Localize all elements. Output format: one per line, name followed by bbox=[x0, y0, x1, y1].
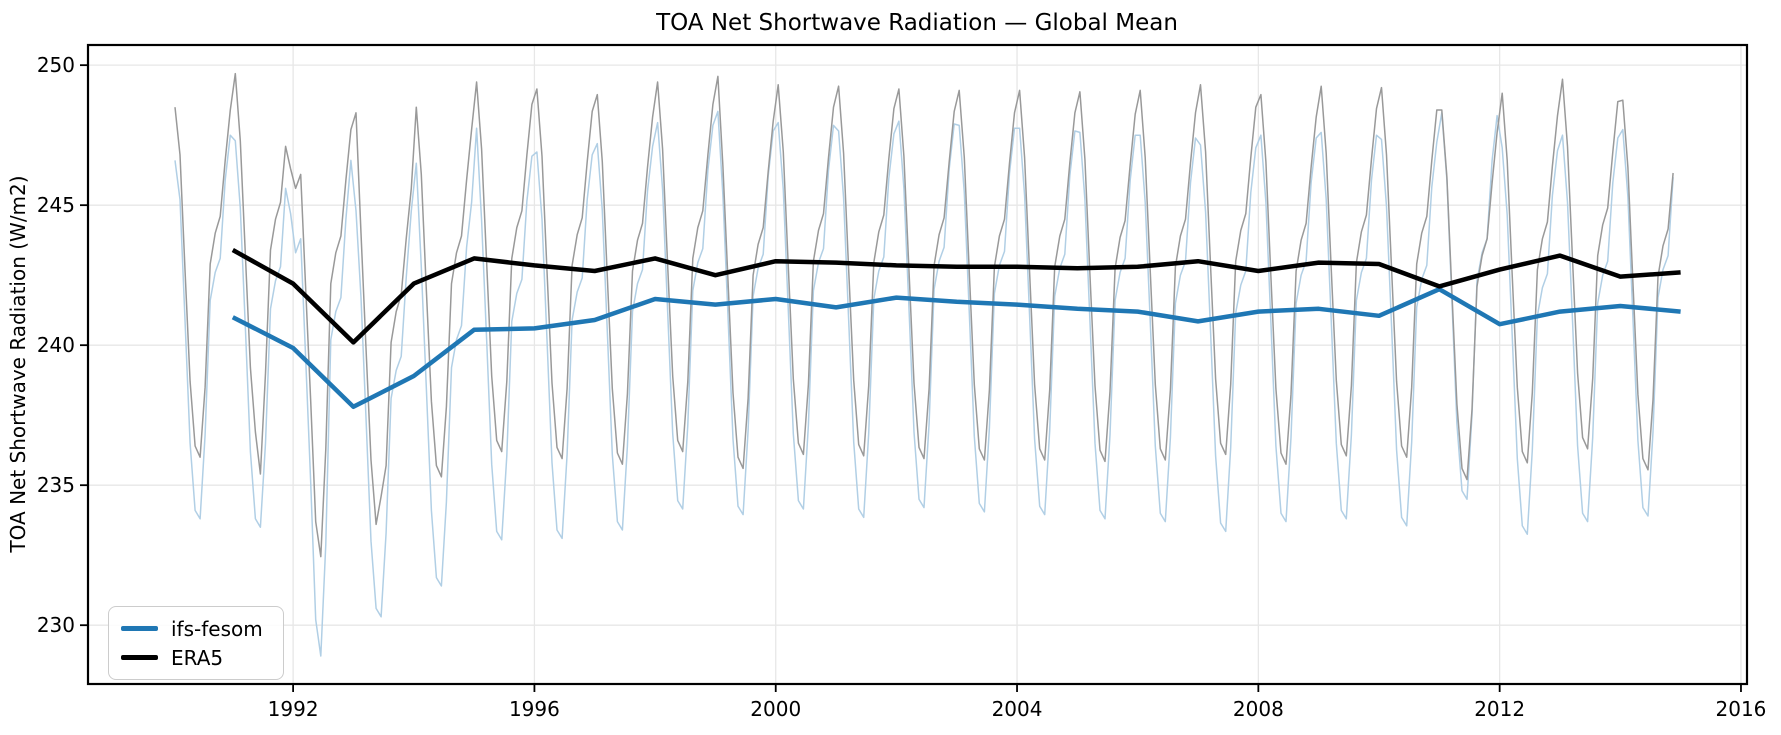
series-line-ifs-fesom bbox=[231, 286, 1681, 410]
y-tick-label: 240 bbox=[37, 333, 75, 357]
chart-title: TOA Net Shortwave Radiation — Global Mea… bbox=[655, 10, 1178, 36]
legend-line-sample-ifs-fesom bbox=[121, 626, 158, 631]
x-tick-label: 2000 bbox=[750, 697, 801, 721]
legend-item-era5: ERA5 bbox=[121, 643, 263, 672]
x-tick-label: 2012 bbox=[1474, 697, 1525, 721]
y-tick-label: 235 bbox=[37, 473, 75, 497]
y-tick-label: 250 bbox=[37, 53, 75, 77]
gridlines bbox=[88, 45, 1747, 684]
legend: ifs-fesom ERA5 bbox=[108, 606, 284, 680]
series-line-ifs-fesom-monthly bbox=[174, 110, 1674, 657]
axis-tick-marks bbox=[80, 64, 1742, 692]
legend-line-sample-era5 bbox=[121, 655, 158, 660]
y-tick-label: 245 bbox=[37, 193, 75, 217]
x-tick-label: 2016 bbox=[1716, 697, 1767, 721]
y-tick-label: 230 bbox=[37, 613, 75, 637]
x-tick-label: 1996 bbox=[509, 697, 560, 721]
series-line-era5-monthly bbox=[174, 72, 1674, 558]
series-line-era5 bbox=[231, 248, 1681, 345]
x-tick-label: 2008 bbox=[1233, 697, 1284, 721]
data-series bbox=[174, 72, 1681, 657]
x-tick-label: 2004 bbox=[992, 697, 1043, 721]
legend-label-ifs-fesom: ifs-fesom bbox=[171, 616, 263, 641]
legend-label-era5: ERA5 bbox=[171, 645, 224, 670]
plot-frame bbox=[86, 43, 1749, 686]
y-axis-label: TOA Net Shortwave Radiation (W/m2) bbox=[6, 175, 30, 553]
axis-tick-labels: 1992 1996 2000 2004 2008 2012 2016 230 235 240 245… bbox=[37, 53, 1767, 721]
legend-item-ifs-fesom: ifs-fesom bbox=[121, 614, 263, 643]
x-tick-label: 1992 bbox=[268, 697, 319, 721]
